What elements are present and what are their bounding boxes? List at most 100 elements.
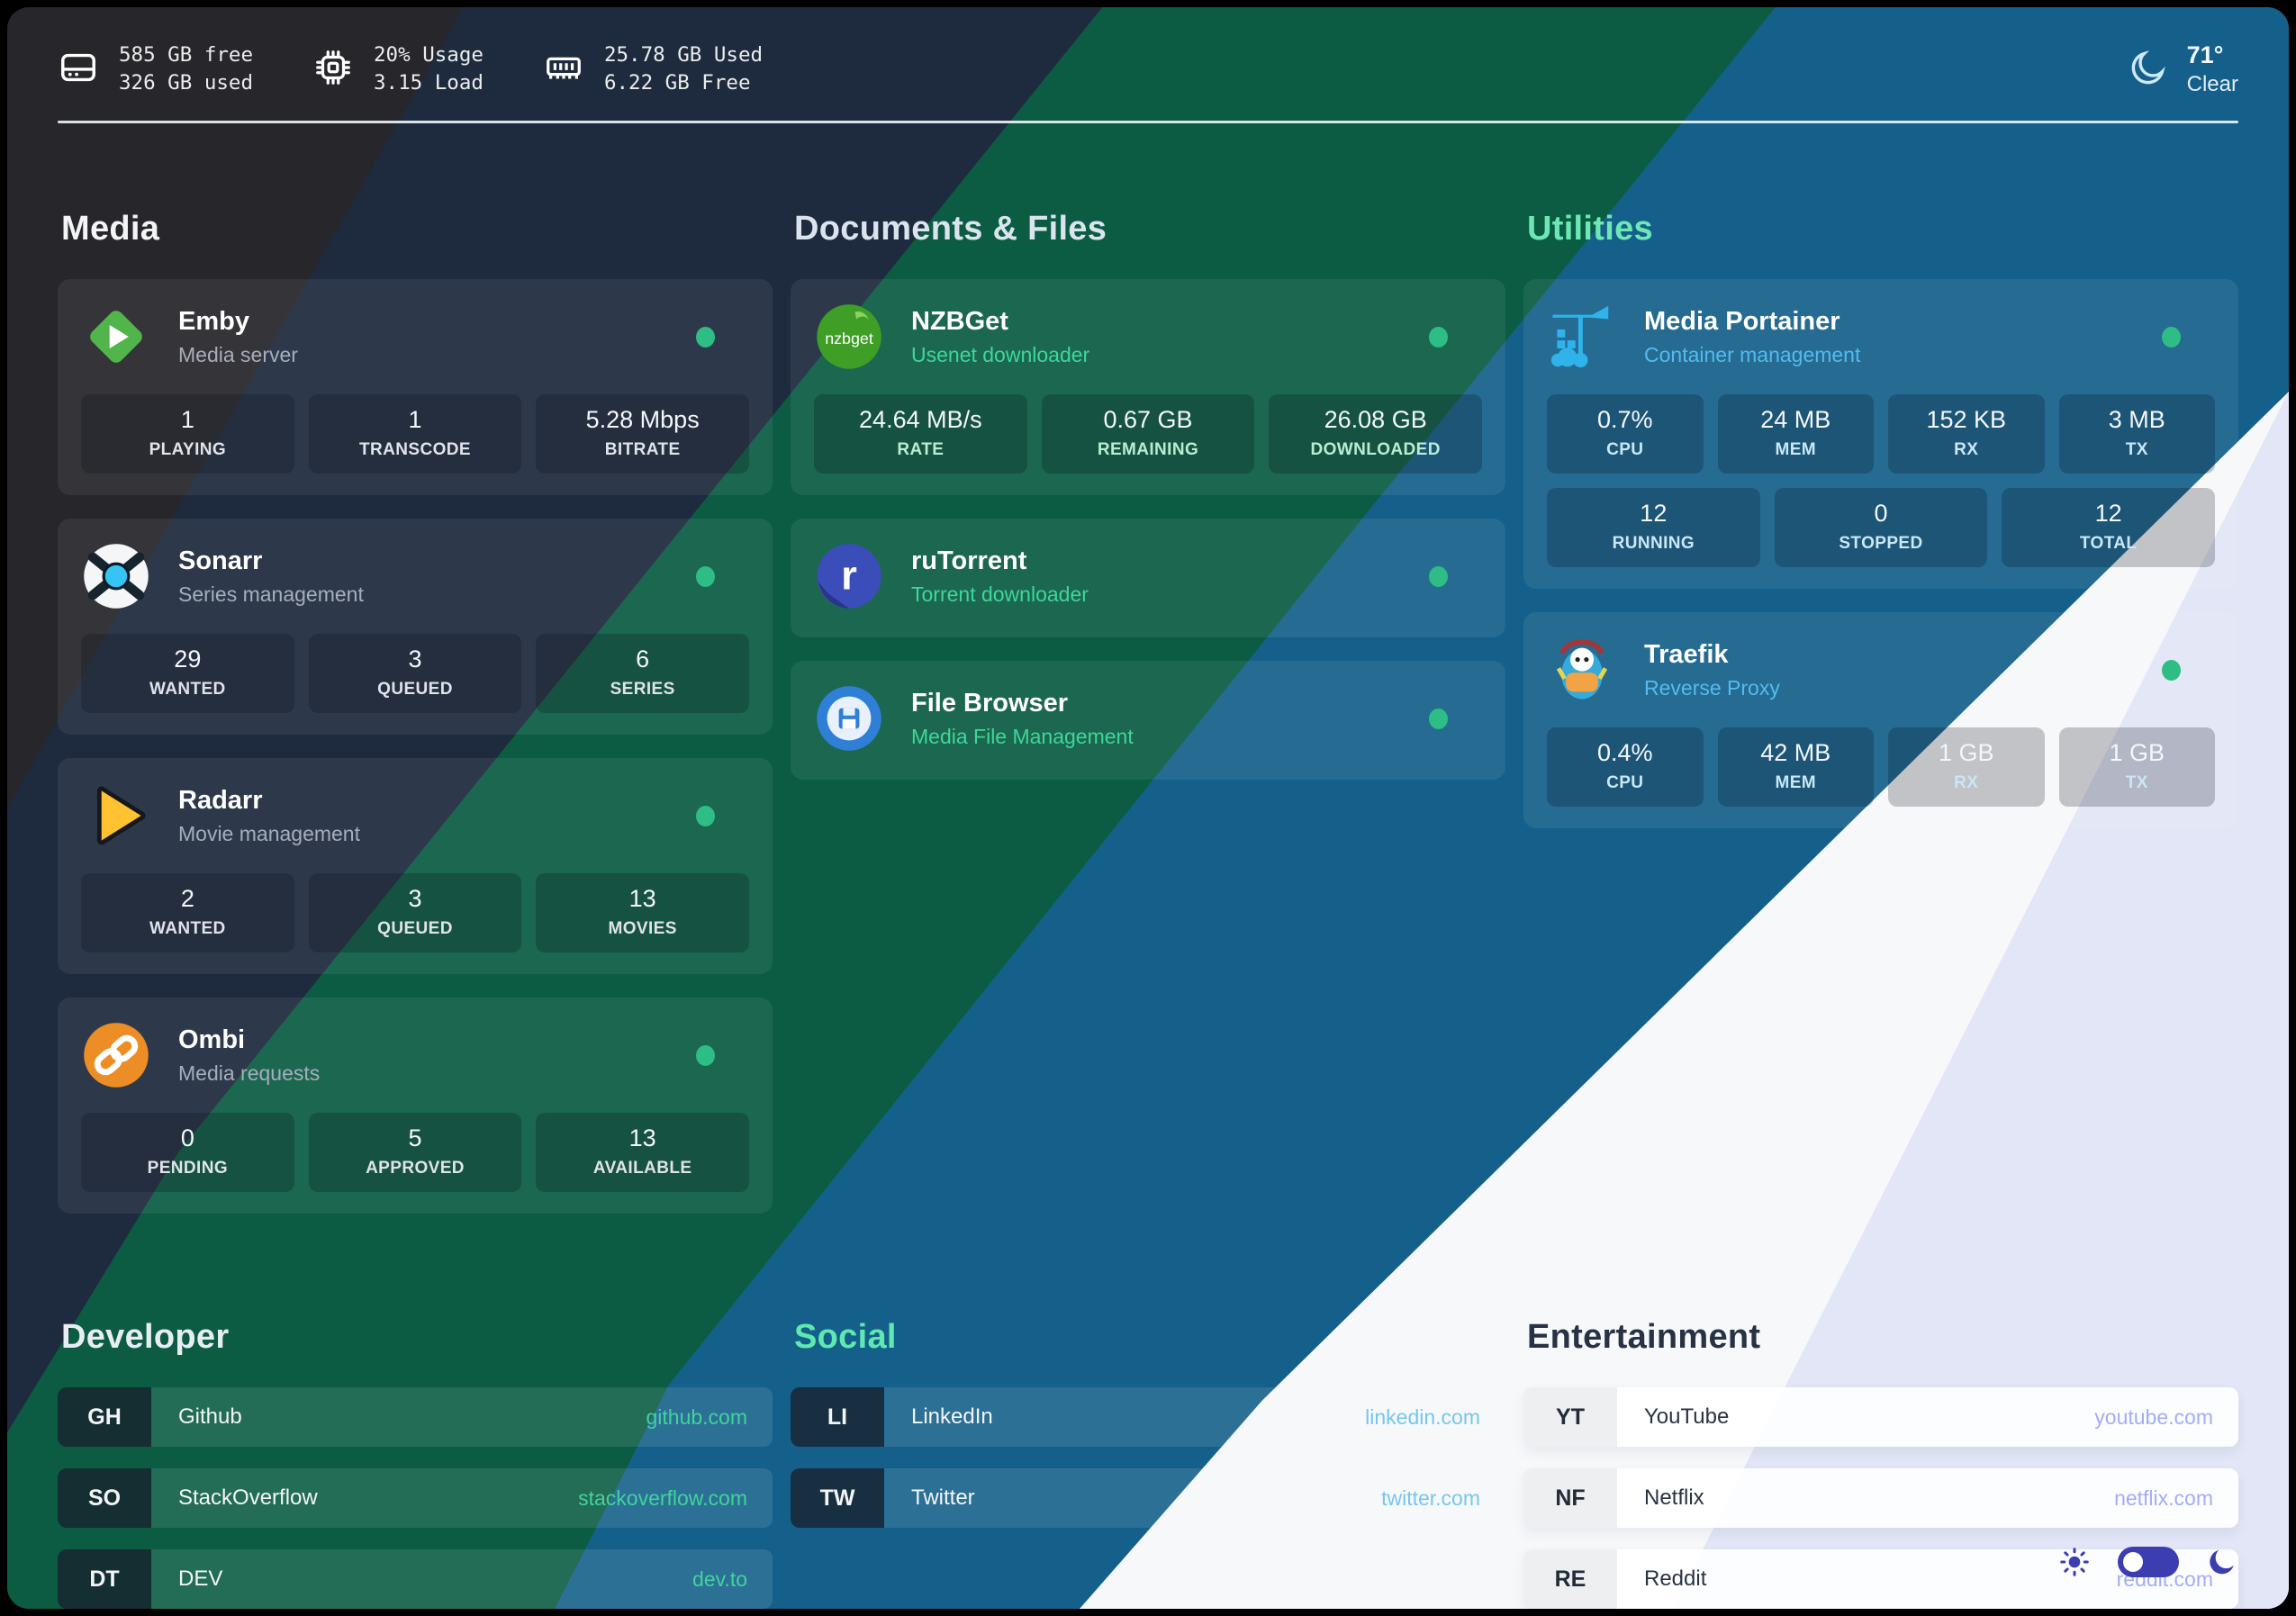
rutorrent-icon: r (814, 541, 884, 611)
stat-tx: 3 MB TX (2058, 394, 2215, 474)
status-dot-online (1429, 565, 1448, 587)
weather-condition: Clear (2186, 72, 2238, 96)
stat-value: 3 MB (2108, 406, 2165, 433)
cpu-widget: 20% Usage 3.15 Load (312, 41, 484, 97)
stat-value: 0.67 GB (1103, 406, 1193, 433)
bookmark-name: DEV (178, 1566, 223, 1591)
bookmark-abbreviation: GH (58, 1387, 151, 1447)
status-dot-online (1429, 326, 1448, 348)
bookmark-stackoverflow[interactable]: SO StackOverflow stackoverflow.com (58, 1468, 773, 1528)
bookmark-netflix[interactable]: NF Netflix netflix.com (1523, 1468, 2238, 1528)
theme-toggle (2058, 1546, 2238, 1578)
service-description: Media requests (178, 1061, 321, 1085)
service-card-emby[interactable]: Emby Media server 1 PLAYING 1 TRANSCODE 5.28 M… (58, 279, 773, 495)
service-card-radarr[interactable]: Radarr Movie management 2 WANTED 3 QUEUED 13 MO… (58, 758, 773, 974)
service-card-file-browser[interactable]: File Browser Media File Management (791, 661, 1505, 780)
stat-value: 13 (628, 885, 656, 912)
service-stats-row: 0.4% CPU 42 MB MEM 1 GB RX 1 GB TX (1547, 727, 2215, 807)
bookmark-name: YouTube (1644, 1404, 1730, 1429)
weather-temperature: 71° (2186, 41, 2224, 68)
service-description: Movie management (178, 821, 360, 845)
stat-label: RX (1954, 773, 1979, 792)
service-stats-row: 2 WANTED 3 QUEUED 13 MOVIES (81, 873, 749, 952)
service-card-traefik[interactable]: Traefik Reverse Proxy 0.4% CPU 42 MB MEM 1 GB R… (1523, 612, 2238, 828)
stat-label: REMAINING (1097, 440, 1199, 459)
stat-label: RUNNING (1612, 534, 1695, 553)
stat-value: 0 (1874, 500, 1888, 527)
bookmark-linkedin[interactable]: LI LinkedIn linkedin.com (791, 1387, 1505, 1447)
dark-moon-icon[interactable] (2206, 1546, 2238, 1578)
theme-switch[interactable] (2118, 1547, 2179, 1577)
bookmark-url: stackoverflow.com (578, 1485, 747, 1510)
service-description: Media server (178, 342, 298, 366)
stat-running: 12 RUNNING (1547, 488, 1760, 567)
svg-text:nzbget: nzbget (825, 330, 873, 348)
service-stats-row: 0 PENDING 5 APPROVED 13 AVAILABLE (81, 1113, 749, 1192)
service-description: Usenet downloader (911, 342, 1090, 366)
portainer-icon (1547, 302, 1617, 372)
stat-bitrate: 5.28 Mbps BITRATE (536, 394, 749, 474)
stat-available: 13 AVAILABLE (536, 1113, 749, 1192)
stat-label: STOPPED (1839, 534, 1923, 553)
service-name: Media Portainer (1644, 306, 1840, 336)
stat-rx: 1 GB RX (1888, 727, 2045, 807)
bookmark-abbreviation: NF (1523, 1468, 1617, 1528)
stat-label: AVAILABLE (592, 1159, 692, 1178)
service-name: ruTorrent (911, 546, 1027, 575)
sun-icon[interactable] (2058, 1546, 2091, 1578)
status-dot-online (2162, 659, 2181, 681)
stat-label: RATE (897, 440, 945, 459)
bookmark-twitter[interactable]: TW Twitter twitter.com (791, 1468, 1505, 1528)
stat-label: APPROVED (366, 1159, 465, 1178)
stat-value: 0.4% (1596, 739, 1653, 766)
service-name: NZBGet (911, 306, 1008, 336)
bookmark-github[interactable]: GH Github github.com (58, 1387, 773, 1447)
stat-label: RX (1954, 440, 1979, 459)
memory-used: 25.78 GB Used (603, 43, 764, 67)
stat-label: TOTAL (2079, 534, 2138, 553)
section-heading-developer: Developer (61, 1318, 230, 1356)
stat-value: 1 (408, 406, 422, 433)
stat-queued: 3 QUEUED (308, 873, 522, 952)
bookmark-name: StackOverflow (178, 1485, 318, 1510)
bookmark-dev[interactable]: DT DEV dev.to (58, 1549, 773, 1609)
service-name: Traefik (1644, 639, 1729, 669)
stat-value: 29 (174, 645, 202, 673)
status-dot-online (2162, 326, 2181, 348)
service-card-nzbget[interactable]: nzbget NZBGet Usenet downloader 24.64 MB/s R… (791, 279, 1505, 495)
service-card-ombi[interactable]: Ombi Media requests 0 PENDING 5 APPROVED 13 AVA… (58, 998, 773, 1214)
top-resource-bar: 585 GB free 326 GB used 20% Usage 3.15 L… (58, 41, 2238, 97)
bookmark-name: LinkedIn (911, 1404, 993, 1429)
service-card-sonarr[interactable]: Sonarr Series management 29 WANTED 3 QUEUED 6 S… (58, 519, 773, 735)
stat-value: 13 (628, 1124, 656, 1151)
service-card-media-portainer[interactable]: Media Portainer Container management 0.7% C… (1523, 279, 2238, 589)
service-card-rutorrent[interactable]: r ruTorrent Torrent downloader (791, 519, 1505, 637)
service-name: Emby (178, 306, 249, 336)
status-dot-online (696, 805, 715, 826)
status-dot-online (696, 565, 715, 587)
cpu-usage: 20% Usage (374, 43, 484, 67)
bookmark-name: Netflix (1644, 1485, 1704, 1510)
status-dot-online (696, 1044, 715, 1066)
stat-label: TX (2125, 440, 2148, 459)
ram-icon (543, 47, 584, 93)
stat-label: WANTED (149, 680, 226, 699)
bookmark-youtube[interactable]: YT YouTube youtube.com (1523, 1387, 2238, 1447)
traefik-icon (1547, 635, 1617, 705)
service-card-header: Traefik Reverse Proxy (1547, 630, 2215, 709)
section-utilities: Utilities Media Portainer Container manage… (1523, 210, 2238, 1237)
stat-cpu: 0.4% CPU (1547, 727, 1704, 807)
stat-label: MEM (1775, 440, 1817, 459)
service-card-header: nzbget NZBGet Usenet downloader (814, 297, 1482, 376)
stat-value: 3 (408, 885, 422, 912)
service-description: Container management (1644, 342, 1861, 366)
service-card-header: r ruTorrent Torrent downloader (814, 537, 1482, 616)
stat-cpu: 0.7% CPU (1547, 394, 1704, 474)
disk-free: 585 GB free (119, 43, 254, 67)
stat-label: SERIES (610, 680, 675, 699)
stat-label: PENDING (147, 1159, 229, 1178)
stat-label: QUEUED (377, 680, 453, 699)
nzbget-icon: nzbget (814, 302, 884, 372)
stat-label: DOWNLOADED (1310, 440, 1441, 459)
stat-downloaded: 26.08 GB DOWNLOADED (1269, 394, 1482, 474)
